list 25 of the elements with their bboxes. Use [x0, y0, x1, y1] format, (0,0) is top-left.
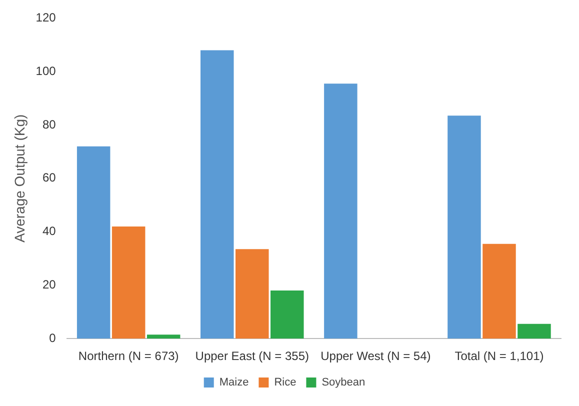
bar: [236, 249, 269, 339]
y-tick-label: 0: [49, 330, 56, 345]
y-tick-label: 80: [42, 117, 56, 132]
bar: [448, 116, 481, 339]
bar: [518, 324, 551, 339]
bar: [146, 334, 180, 339]
bar: [324, 84, 358, 339]
bar: [200, 50, 234, 339]
bar: [112, 226, 146, 339]
legend-label: Rice: [274, 376, 296, 389]
y-tick-label: 40: [42, 224, 56, 238]
x-tick-label: Upper East (N = 355): [195, 349, 309, 364]
bar: [482, 244, 516, 339]
y-tick-label: 120: [36, 10, 56, 25]
y-tick-label: 100: [36, 64, 56, 78]
y-tick-label: 20: [42, 278, 56, 292]
x-tick-label: Northern (N = 673): [78, 349, 179, 364]
x-tick-label: Total (N = 1,101): [454, 349, 544, 364]
y-tick-label: 60: [42, 170, 56, 185]
legend-label: Soybean: [322, 376, 366, 389]
y-axis-title: Average Output (Kg): [11, 114, 28, 242]
legend-label: Maize: [219, 376, 249, 389]
bar: [270, 290, 304, 339]
x-tick-label: Upper West (N = 54): [320, 349, 431, 364]
bar: [76, 146, 110, 339]
